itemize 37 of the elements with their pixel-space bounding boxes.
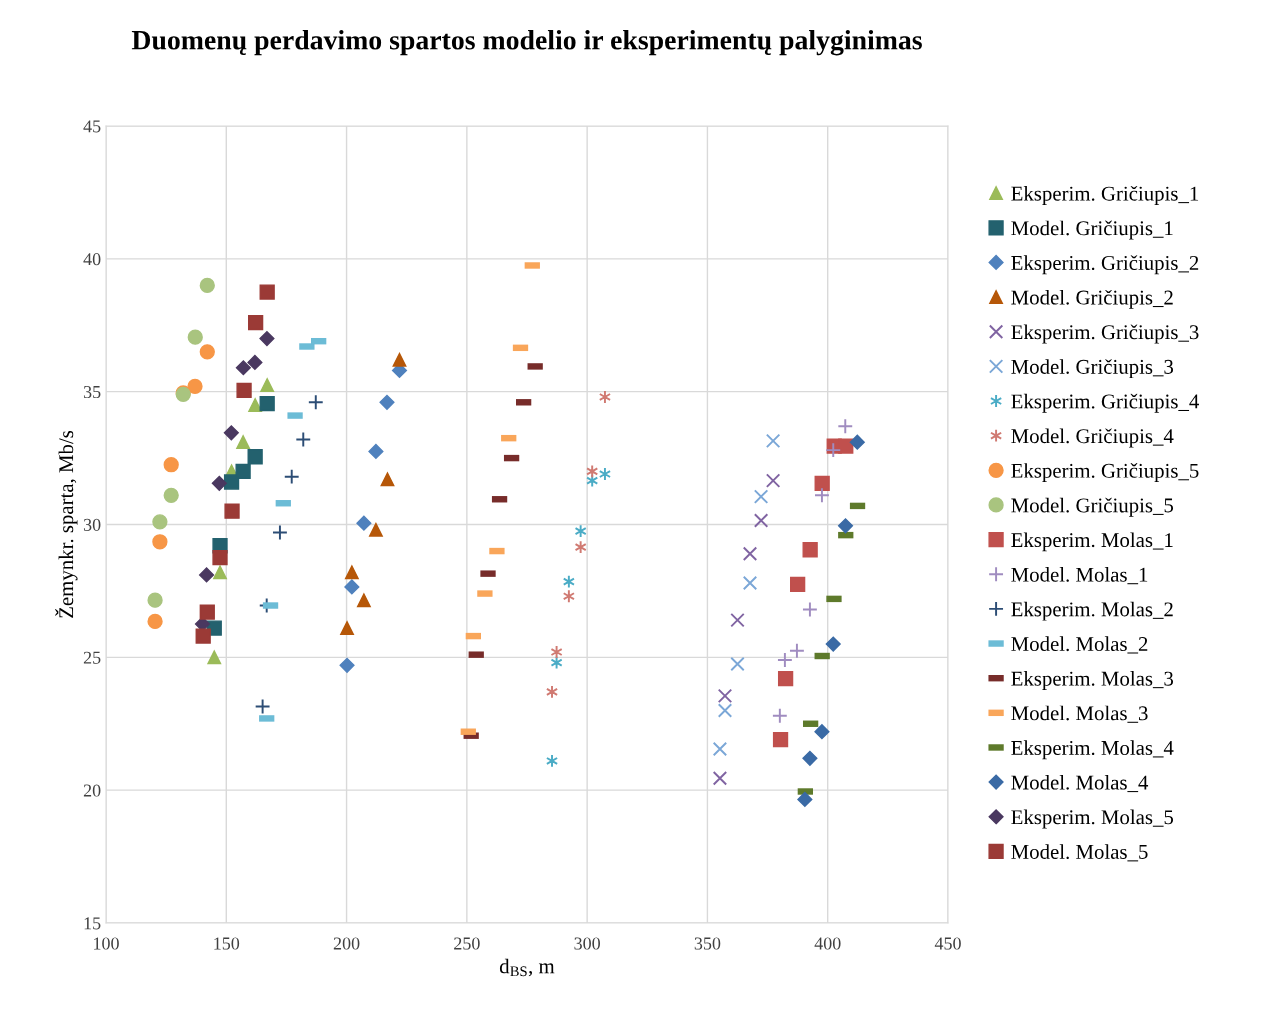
legend-label: Model. Molas_1 bbox=[1011, 567, 1148, 585]
legend-label: Model. Gričiupis_1 bbox=[1011, 220, 1173, 240]
legend-label: Eksperim. Gričiupis_5 bbox=[1011, 463, 1199, 483]
x-axis-title: d$_{BS}$, m bbox=[499, 958, 555, 977]
legend-label: Eksperim. Molas_2 bbox=[1011, 601, 1173, 621]
y-tick-label: 45 bbox=[83, 120, 101, 133]
y-tick-label: 15 bbox=[84, 917, 101, 930]
legend-label: Eksperim. Molas_4 bbox=[1011, 740, 1174, 760]
legend-label: Eksperim. Gričiupis_2 bbox=[1011, 255, 1199, 275]
y-tick-label: 20 bbox=[83, 784, 101, 797]
legend-label: Model. Molas_4 bbox=[1011, 774, 1149, 793]
legend-label: Eksperim. Gričiupis_1 bbox=[1011, 185, 1199, 205]
legend-label: Eksperim. Gričiupis_3 bbox=[1011, 324, 1199, 344]
legend-label: Model. Gričiupis_2 bbox=[1011, 289, 1173, 309]
chart-title: Duomenų perdavimo spartos modelio ir eksperimentų palyginimas bbox=[131, 30, 922, 56]
x-tick-label: 350 bbox=[694, 937, 721, 950]
legend-label: Eksperim. Molas_5 bbox=[1011, 809, 1174, 829]
y-tick-label: 35 bbox=[83, 385, 101, 399]
legend-label: Model. Gričiupis_3 bbox=[1011, 359, 1174, 379]
y-tick-label: 25 bbox=[83, 651, 101, 664]
legend-label: Model. Molas_3 bbox=[1011, 705, 1148, 723]
y-tick-label: 40 bbox=[83, 253, 101, 266]
x-tick-label: 250 bbox=[454, 937, 480, 950]
x-tick-label: 100 bbox=[94, 937, 119, 950]
legend-label: Model. Gričiupis_4 bbox=[1011, 428, 1174, 448]
x-tick-label: 450 bbox=[934, 937, 961, 950]
legend-label: Model. Molas_5 bbox=[1011, 844, 1148, 862]
x-tick-label: 300 bbox=[574, 937, 600, 950]
legend-label: Model. Molas_2 bbox=[1011, 636, 1148, 654]
x-tick-label: 400 bbox=[814, 937, 841, 950]
y-axis-title: Žemynkr. sparta, Mb/s bbox=[55, 430, 78, 618]
legend-label: Eksperim. Molas_1 bbox=[1011, 532, 1173, 552]
legend-label: Model. Gričiupis_5 bbox=[1011, 497, 1174, 517]
x-tick-label: 150 bbox=[214, 937, 240, 950]
legend-label: Eksperim. Molas_3 bbox=[1011, 671, 1174, 690]
y-tick-label: 30 bbox=[83, 518, 101, 531]
x-tick-label: 200 bbox=[333, 937, 360, 950]
